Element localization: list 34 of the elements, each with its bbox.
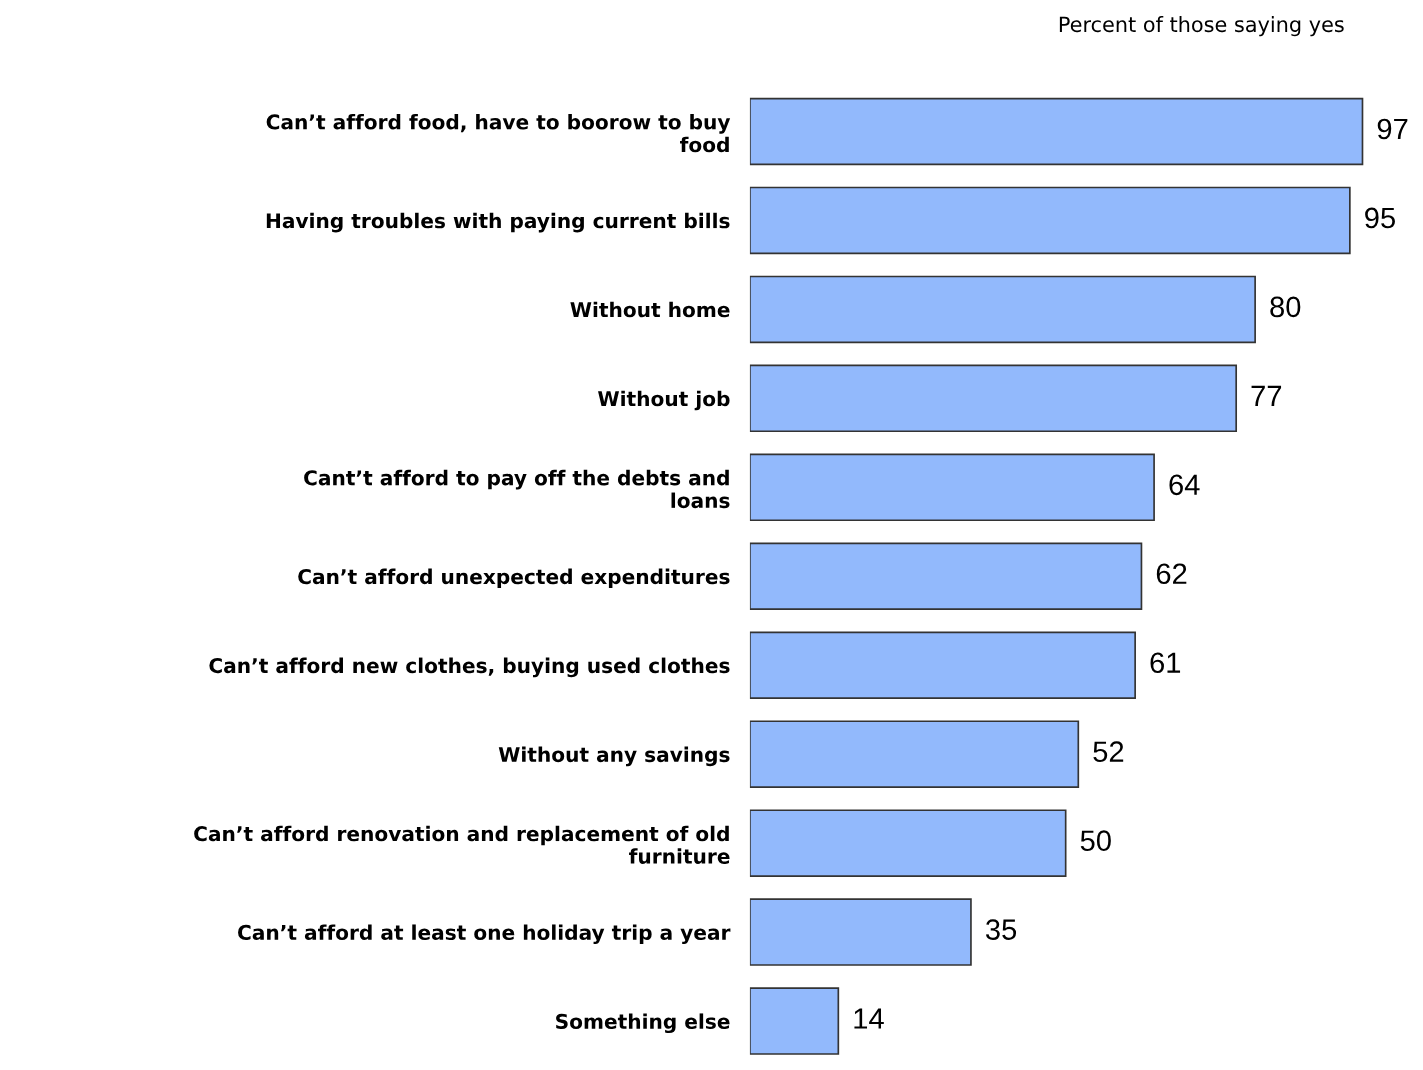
y-tick-label: Without home [570,301,730,318]
data-label: 97 [1377,118,1408,140]
bar [749,97,1364,166]
data-label: 14 [854,1008,884,1029]
y-tick-label: Having troubles with paying current bills [266,212,730,233]
y-tick-label: Cant’t afford to pay off the debts and loans [304,469,730,509]
bar [749,275,1256,344]
data-label: 35 [985,919,1017,940]
y-tick-label: Can’t afford unexpected expenditures [298,568,730,589]
data-label: 64 [1169,474,1200,496]
bar [749,542,1143,611]
y-tick-label: Without job [598,390,730,411]
data-label: 50 [1080,830,1111,851]
y-tick-label: Can’t afford new clothes, buying used clothes [209,657,730,678]
y-tick-label: Something else [556,1013,730,1034]
bar [749,186,1351,255]
data-label: 61 [1150,652,1181,674]
data-label: 62 [1156,563,1187,585]
bar [749,898,972,966]
data-label: 52 [1093,741,1124,763]
chart-title: Percent of those saying yes [1059,16,1344,37]
data-label: 77 [1251,385,1282,406]
data-label: 95 [1365,207,1395,229]
bar [749,453,1155,522]
data-label: 80 [1270,296,1301,318]
y-tick-label: Can’t afford food, have to boorow to buy food [266,113,731,153]
bar [749,720,1080,788]
bar [749,987,840,1055]
bar [749,631,1136,699]
y-tick-label: Without any savings [498,746,730,767]
bar [749,364,1238,433]
y-tick-label: Can’t afford renovation and replacement of old furniture [194,825,730,864]
bar [749,809,1067,877]
y-tick-label: Can’t afford at least one holiday trip a year [238,924,731,945]
